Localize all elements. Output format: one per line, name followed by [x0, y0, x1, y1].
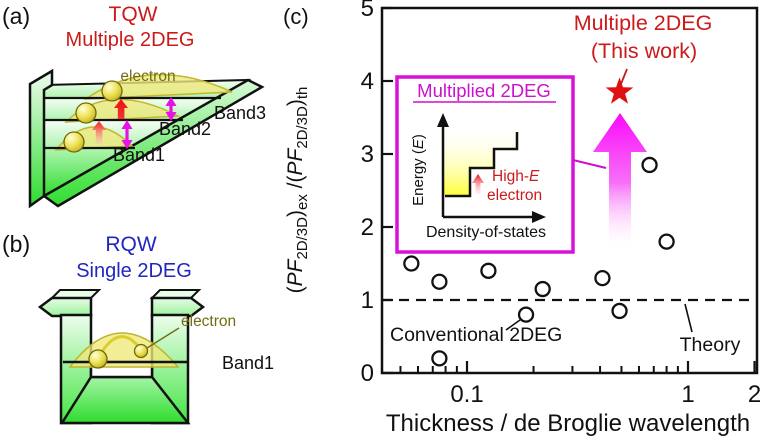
electron-ball	[63, 131, 85, 153]
tqw-diagram	[28, 68, 265, 209]
enhancement-arrow	[593, 113, 647, 250]
panel-c-chart: Multiplied 2DEG High-E electron Energy (…	[283, 0, 761, 437]
tqw-left-wall	[28, 68, 54, 209]
band1-label: Band1	[222, 353, 274, 373]
inset-title: Multiplied 2DEG	[417, 80, 551, 101]
data-point-circle	[431, 350, 448, 367]
inset-y-label: Energy (E)	[410, 134, 427, 206]
this-work-star	[605, 77, 634, 104]
dos-inset: Multiplied 2DEG High-E electron Energy (…	[395, 75, 607, 254]
y-tick-label: 5	[361, 0, 374, 22]
panel-a-tag: (a)	[2, 3, 30, 29]
electron-ball	[75, 102, 97, 124]
axis-ticks	[382, 6, 756, 375]
excitation-arrow-1	[92, 121, 106, 144]
x-tick-label: 0.1	[450, 381, 483, 408]
x-axis-label: Thickness / de Broglie wavelength	[386, 410, 750, 437]
theory-callout-line	[684, 303, 693, 333]
electron-ball	[101, 80, 123, 102]
highlight-title-2: (This work)	[591, 39, 697, 63]
tqw-ramp-face	[41, 78, 265, 208]
left-arm-flag	[37, 296, 93, 318]
panel-b-tag: (b)	[2, 231, 30, 257]
dos-filled-states	[444, 130, 517, 196]
data-points	[403, 77, 675, 367]
panel-a-tqw: (a) TQW Multiple 2DEG electron Band3 Ban…	[2, 3, 266, 209]
band1-label: Band1	[113, 145, 165, 165]
y-axis-label: (PF2D/3D)ex /(PF2D/3D)th	[284, 87, 311, 294]
subband-gap-arrow-1	[121, 120, 133, 149]
electron-ball	[88, 349, 108, 369]
electron-label: electron	[181, 313, 236, 330]
x-tick-label: 1	[681, 381, 694, 408]
data-point-circle	[534, 280, 551, 298]
excitation-arrow-2	[114, 99, 128, 119]
panel-b-rqw: (b) RQW Single 2DEG electron Band1	[2, 231, 274, 425]
conventional-label: Conventional 2DEG	[390, 324, 562, 346]
y-tick-labels: 0 1 2 3 4 5	[361, 0, 374, 387]
electron-ball	[133, 343, 149, 359]
data-point-circle	[611, 302, 628, 320]
panel-a-title-1: TQW	[109, 3, 158, 26]
highlight-title-1: Multiple 2DEG	[574, 11, 713, 35]
data-point-circle	[594, 269, 611, 287]
high-e-arrow	[472, 174, 484, 194]
band3-label: Band3	[214, 103, 266, 123]
inset-x-arrowhead	[532, 211, 546, 223]
data-point-circle	[431, 273, 448, 290]
y-tick-label: 3	[361, 141, 374, 168]
y-tick-label: 1	[361, 287, 374, 314]
inset-note-line2: electron	[487, 187, 542, 204]
y-tick-label: 0	[361, 360, 374, 387]
rqw-diagram	[37, 289, 206, 425]
data-point-circle	[517, 306, 535, 323]
inset-y-arrowhead	[437, 113, 449, 127]
conventional-callout-line	[505, 319, 521, 331]
data-point-circle	[480, 262, 497, 279]
data-point-circle	[403, 255, 420, 272]
right-arm-flag	[150, 296, 206, 318]
inset-x-label: Density-of-states	[426, 224, 546, 241]
x-tick-label: 2	[748, 381, 761, 408]
data-point-circle	[641, 156, 658, 174]
dos-staircase	[445, 132, 519, 198]
panel-b-title-1: RQW	[105, 233, 157, 256]
inset-note-line1: High-E	[492, 168, 540, 185]
electron-label: electron	[120, 68, 175, 85]
panel-a-title-2: Multiple 2DEG	[66, 29, 195, 51]
data-point-circle	[658, 233, 675, 250]
panel-b-title-2: Single 2DEG	[76, 260, 192, 282]
panel-c-tag: (c)	[283, 4, 309, 29]
y-tick-label: 2	[361, 214, 374, 241]
electron-callout-line	[146, 327, 180, 349]
y-tick-label: 4	[361, 68, 374, 95]
this-work-callout-line	[620, 68, 628, 85]
theory-label: Theory	[680, 334, 741, 356]
x-tick-labels: 0.1 1 2	[450, 381, 761, 408]
inset-callout-line	[572, 159, 607, 169]
subband-gap-arrow-2	[165, 97, 177, 121]
band2-label: Band2	[159, 119, 211, 139]
